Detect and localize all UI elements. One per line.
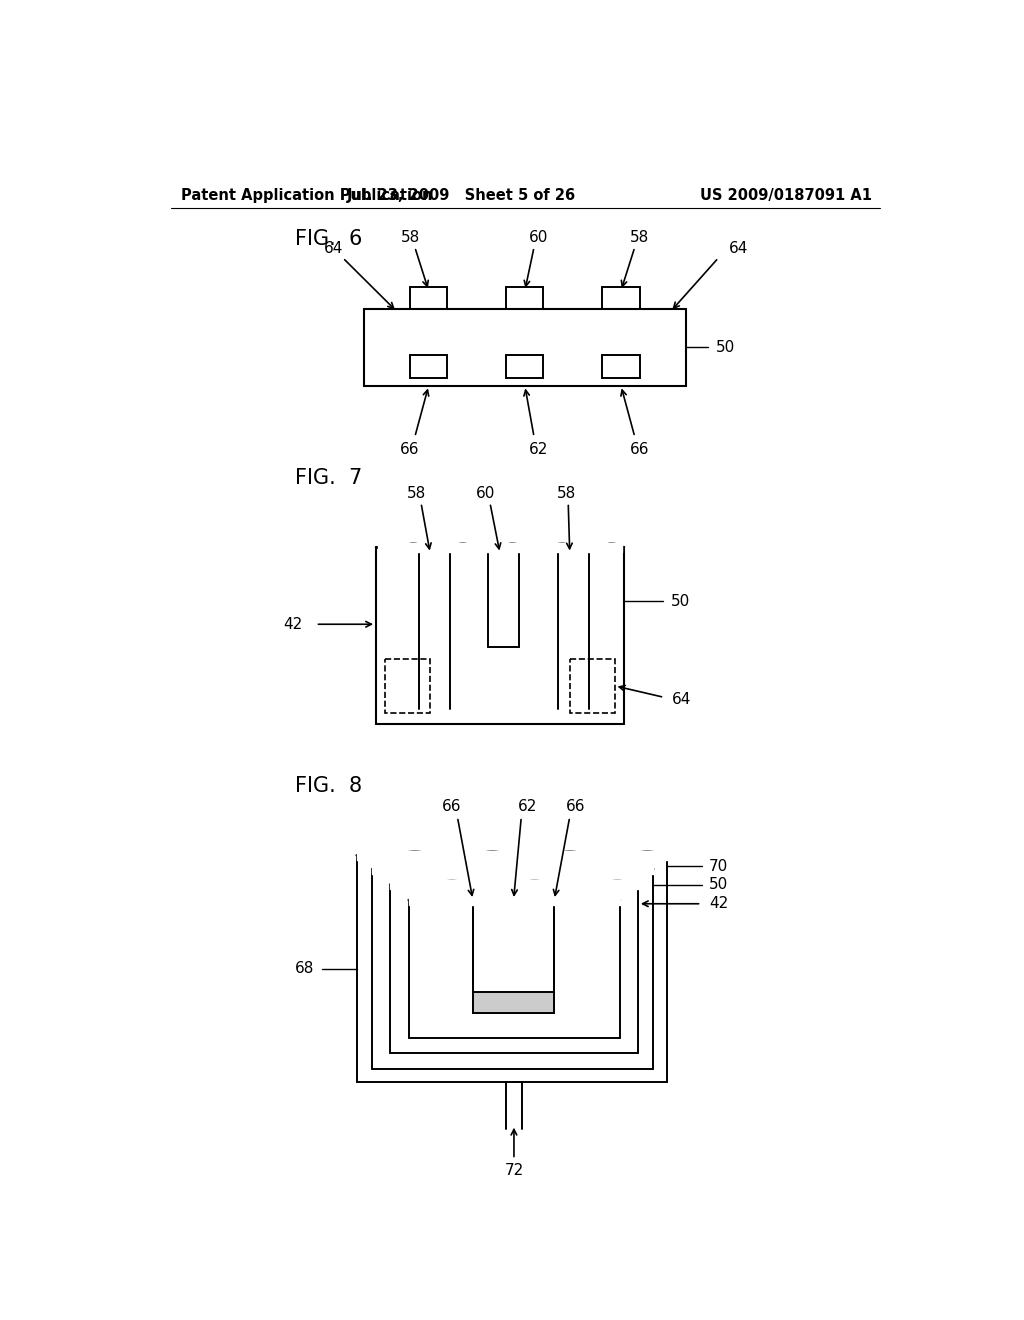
Text: 66: 66 [566,799,586,814]
Bar [474,899,554,991]
Bar [410,355,447,378]
Bar [506,286,544,309]
Bar [365,309,686,385]
Text: FIG.  8: FIG. 8 [295,776,361,796]
Text: 64: 64 [672,692,691,708]
Text: 62: 62 [529,442,549,457]
Bar [385,659,430,713]
Text: 66: 66 [630,442,649,457]
Bar [602,286,640,309]
Text: 58: 58 [407,486,426,500]
Text: 66: 66 [400,442,420,457]
Text: 72: 72 [505,1163,523,1179]
Text: Jul. 23, 2009   Sheet 5 of 26: Jul. 23, 2009 Sheet 5 of 26 [347,187,575,203]
Text: 58: 58 [557,486,577,500]
Text: 50: 50 [671,594,690,609]
Text: 42: 42 [283,616,302,632]
Text: 42: 42 [710,896,728,911]
Text: 70: 70 [710,858,728,874]
Text: 64: 64 [324,242,343,256]
Text: 58: 58 [400,230,420,246]
Text: FIG.  6: FIG. 6 [295,230,362,249]
Text: US 2009/0187091 A1: US 2009/0187091 A1 [700,187,872,203]
Text: FIG.  7: FIG. 7 [295,469,361,488]
Text: 62: 62 [518,799,538,814]
Text: Patent Application Publication: Patent Application Publication [180,187,432,203]
Bar [602,355,640,378]
Text: 50: 50 [716,339,734,355]
Bar [473,991,554,1014]
Text: 50: 50 [710,876,728,892]
Text: 60: 60 [529,230,549,246]
Text: 58: 58 [630,230,649,246]
Text: 64: 64 [729,242,748,256]
Text: 60: 60 [476,486,496,500]
Bar [410,286,447,309]
Bar [506,355,544,378]
Text: 68: 68 [295,961,314,977]
Text: 66: 66 [441,799,461,814]
Bar [569,659,614,713]
